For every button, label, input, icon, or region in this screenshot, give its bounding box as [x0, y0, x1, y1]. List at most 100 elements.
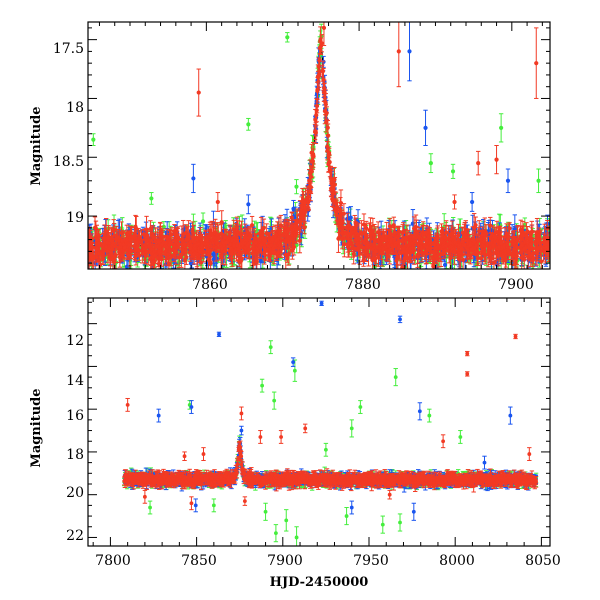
- y-tick-label: 16: [66, 408, 84, 424]
- data-point: [553, 229, 557, 256]
- data-point: [79, 236, 83, 250]
- data-point: [551, 229, 555, 256]
- data-point: [553, 228, 557, 241]
- x-axis-label: HJD-2450000: [270, 575, 369, 590]
- data-point: [193, 498, 198, 513]
- data-point: [552, 242, 556, 251]
- x-tick-label: 7860: [192, 277, 228, 293]
- data-point: [82, 227, 86, 252]
- data-point: [550, 243, 554, 252]
- data-point: [196, 68, 201, 117]
- x-tick-labels: 7800 7850 7900 7950 8000 8050: [95, 553, 561, 569]
- data-point: [268, 340, 273, 355]
- data-point: [551, 235, 555, 252]
- data-point: [246, 117, 251, 131]
- data-point: [78, 239, 82, 249]
- data-point: [80, 234, 84, 259]
- data-point: [211, 498, 217, 513]
- data-point: [80, 249, 84, 261]
- data-point: [551, 258, 555, 267]
- y-tick-label: 19: [66, 210, 84, 226]
- data-point: [81, 233, 85, 252]
- data-point: [555, 243, 559, 256]
- y-tick-labels: 17.5 18 18.5 19: [53, 41, 84, 226]
- data-point: [125, 397, 130, 412]
- x-tick-label: 7900: [267, 553, 303, 569]
- y-tick-label: 17.5: [53, 41, 84, 57]
- data-point: [246, 194, 251, 215]
- data-point: [554, 235, 558, 250]
- data-point: [80, 245, 84, 260]
- data-point: [80, 241, 84, 265]
- data-point: [482, 455, 487, 470]
- y-tick-label: 18: [66, 447, 84, 463]
- data-point: [81, 252, 85, 266]
- x-tick-label: 7880: [345, 277, 381, 293]
- data-point: [427, 408, 432, 423]
- data-point: [79, 225, 83, 248]
- data-point: [149, 192, 154, 205]
- data-point: [458, 430, 463, 444]
- data-point: [294, 526, 299, 546]
- data-point: [239, 406, 244, 421]
- data-point: [552, 242, 556, 268]
- y-axis-label: Magnitude: [29, 388, 44, 467]
- data-point: [344, 507, 349, 526]
- data-point: [83, 233, 87, 259]
- data-point: [259, 378, 265, 393]
- data-point: [552, 215, 556, 237]
- data-point: [80, 243, 84, 252]
- data-point: [201, 447, 206, 461]
- data-point: [147, 500, 153, 515]
- data-point: [191, 163, 196, 194]
- data-point: [494, 145, 499, 175]
- data-point: [553, 233, 557, 245]
- data-point: [407, 22, 412, 82]
- data-point: [396, 22, 401, 88]
- data-point: [552, 230, 556, 258]
- data-point: [349, 500, 354, 515]
- data-point: [555, 222, 559, 247]
- data-point: [536, 168, 541, 194]
- data-point: [550, 224, 554, 249]
- data-point: [294, 179, 299, 195]
- data-point: [189, 496, 194, 511]
- data-point: [239, 425, 244, 436]
- bottom-panel: 7800 7850 7900 7950 8000 8050 12 14 16 1…: [29, 297, 561, 590]
- data-point: [278, 430, 284, 444]
- data-point: [215, 192, 221, 212]
- data-point: [553, 240, 557, 260]
- data-point: [552, 238, 556, 256]
- data-point: [88, 224, 89, 252]
- data-point: [508, 406, 513, 425]
- data-point: [258, 430, 263, 444]
- data-point: [450, 163, 456, 179]
- data-point: [465, 350, 470, 357]
- x-tick-label: 7850: [181, 553, 217, 569]
- data-point: [555, 245, 559, 256]
- y-tick-label: 14: [66, 373, 84, 389]
- data-point: [550, 250, 554, 259]
- data-point: [78, 229, 82, 242]
- data-point: [397, 315, 403, 324]
- data-point: [527, 447, 532, 461]
- y-tick-label: 22: [66, 528, 84, 544]
- data-point: [142, 489, 148, 504]
- data-point: [273, 524, 279, 543]
- data-point: [476, 150, 481, 176]
- y-tick-label: 20: [66, 485, 84, 501]
- x-tick-label: 7800: [95, 553, 131, 569]
- data-point: [263, 502, 268, 521]
- data-point: [319, 300, 324, 306]
- data-point: [80, 230, 84, 246]
- data-point: [513, 333, 518, 340]
- data-point: [81, 229, 85, 248]
- y-tick-labels: 12 14 16 18 20 22: [66, 333, 84, 544]
- data-points: [122, 300, 539, 546]
- x-tick-label: 7900: [498, 277, 534, 293]
- data-point: [393, 368, 398, 387]
- data-point: [78, 227, 82, 247]
- data-point: [552, 219, 556, 239]
- data-point: [323, 442, 329, 457]
